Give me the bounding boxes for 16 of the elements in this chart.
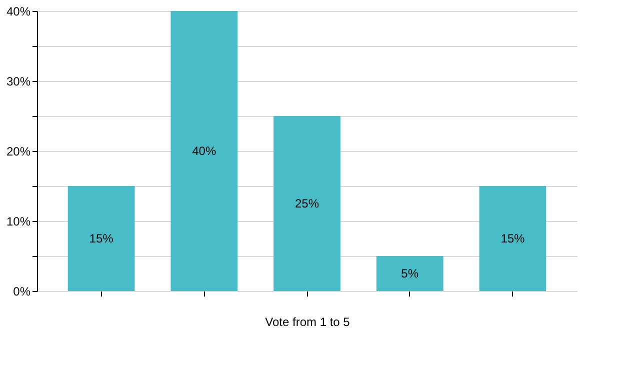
data-label: 40% (192, 144, 216, 158)
data-label: 15% (500, 232, 526, 246)
x-axis-title: Vote from 1 to 5 (265, 315, 350, 329)
bar (68, 186, 135, 291)
y-tick-label: 40% (6, 4, 31, 18)
y-tick-label: 10% (6, 214, 31, 228)
y-tick-label: 0% (13, 284, 31, 298)
bar (274, 116, 340, 291)
data-label: 5% (401, 266, 419, 280)
data-label: 15% (89, 232, 114, 246)
y-tick-label: 30% (6, 74, 31, 88)
bar (479, 186, 546, 291)
bar (376, 256, 444, 291)
bar (170, 11, 238, 291)
data-label: 25% (294, 196, 320, 210)
y-tick-label: 20% (6, 144, 31, 158)
